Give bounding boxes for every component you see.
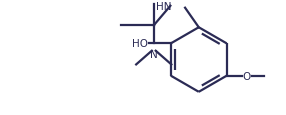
Text: N: N [150, 49, 158, 59]
Text: O: O [242, 71, 251, 81]
Text: HO: HO [132, 39, 148, 49]
Text: HN: HN [156, 2, 171, 12]
